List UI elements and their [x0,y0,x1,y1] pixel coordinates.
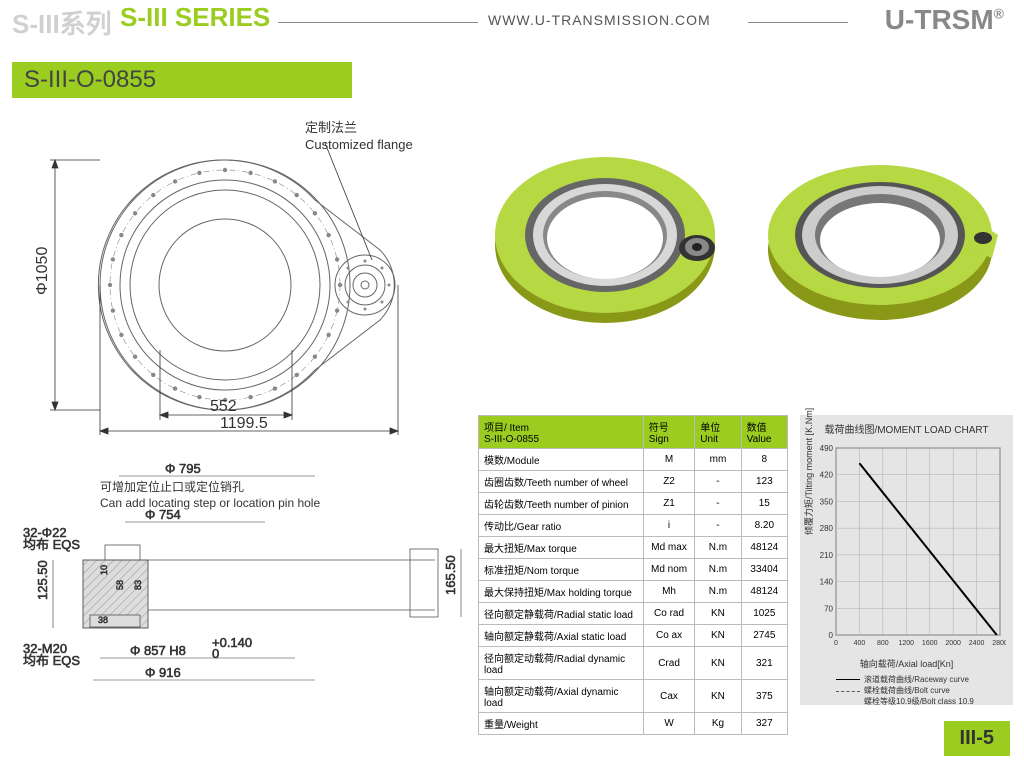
svg-text:420: 420 [820,471,834,480]
svg-text:均布 EQS: 均布 EQS [23,653,80,668]
table-row: 轴向额定静载荷/Axial static loadCo axKN2745 [479,625,788,647]
svg-text:280: 280 [820,524,834,533]
specifications-table: 项目/ Item S-III-O-0855 符号 Sign 单位 Unit 数值… [478,415,788,735]
rendering-top [485,130,735,340]
svg-text:165.50: 165.50 [443,555,458,595]
svg-text:2800: 2800 [992,640,1006,647]
table-row: 轴向额定动载荷/Axial dynamic loadCaxKN375 [479,680,788,713]
svg-text:1600: 1600 [922,640,938,647]
svg-text:0: 0 [829,631,834,640]
table-row: 标准扭矩/Nom torqueMd nomN.m33404 [479,559,788,581]
svg-text:350: 350 [820,497,834,506]
page-number-badge: III-5 [944,721,1010,756]
chart-title: 载荷曲线图/MOMENT LOAD CHART [806,421,1007,436]
svg-text:552: 552 [210,398,237,415]
table-row: 模数/ModuleMmm8 [479,449,788,471]
pin-hole-callout: 可增加定位止口或定位销孔 Can add locating step or lo… [100,480,320,511]
model-number: S-III-O-0855 [24,66,156,94]
rule-left [278,22,478,23]
table-row: 最大扭矩/Max torqueMd maxN.m48124 [479,537,788,559]
table-row: 径向额定动载荷/Radial dynamic loadCradKN321 [479,647,788,680]
table-row: 最大保持扭矩/Max holding torqueMhN.m48124 [479,581,788,603]
svg-text:均布 EQS: 均布 EQS [23,537,80,552]
svg-text:Φ 916: Φ 916 [145,665,181,680]
table-row: 齿轮齿数/Teeth number of pinionZ1-15 [479,493,788,515]
svg-text:400: 400 [854,640,866,647]
chart-legend: 滚道载荷曲线/Raceway curve 螺栓载荷曲线/Bolt curve 螺… [806,674,1007,708]
header: S-III系列 S-III SERIES WWW.U-TRANSMISSION.… [0,0,1024,45]
series-label-en: S-III SERIES [120,2,270,33]
svg-text:10: 10 [99,565,109,575]
svg-text:38: 38 [98,615,108,625]
svg-text:Φ1050: Φ1050 [34,247,51,295]
svg-text:2000: 2000 [945,640,961,647]
svg-text:125.50: 125.50 [35,560,50,600]
th-value: 数值 Value [741,416,787,449]
table-row: 重量/WeightWKg327 [479,713,788,735]
svg-text:2400: 2400 [969,640,985,647]
svg-text:0: 0 [834,640,838,647]
chart-x-axis-label: 轴向载荷/Axial load[Kn] [806,657,1007,670]
brand-logo: U-TRSM® [885,4,1004,36]
svg-text:1200: 1200 [898,640,914,647]
chart-y-axis-label: 倾覆力矩/Tilting moment [K.Nm] [802,408,815,535]
svg-text:58: 58 [115,580,125,590]
svg-text:800: 800 [877,640,889,647]
moment-load-chart: 载荷曲线图/MOMENT LOAD CHART 倾覆力矩/Tilting mom… [800,415,1013,705]
table-row: 齿圈齿数/Teeth number of wheelZ2-123 [479,471,788,493]
website-url: WWW.U-TRANSMISSION.COM [488,12,711,28]
svg-text:Φ 857 H8: Φ 857 H8 [130,643,186,658]
model-banner: S-III-O-0855 [12,62,352,98]
top-view-drawing: Φ1050 552 1199.5 [20,115,470,435]
rendering-angled [760,130,1010,340]
th-sign: 符号 Sign [643,416,695,449]
svg-text:Φ 795: Φ 795 [165,461,201,476]
svg-text:210: 210 [820,551,834,560]
svg-text:490: 490 [820,444,834,453]
svg-text:1199.5: 1199.5 [220,415,268,432]
svg-text:70: 70 [824,604,833,613]
rule-right [748,22,848,23]
th-unit: 单位 Unit [695,416,741,449]
svg-text:0: 0 [212,646,219,661]
svg-text:83: 83 [133,580,143,590]
flange-callout: 定制法兰 Customized flange [305,120,413,154]
table-row: 径向额定静载荷/Radial static loadCo radKN1025 [479,603,788,625]
chart-plot-area: 倾覆力矩/Tilting moment [K.Nm] 0701402102803… [806,440,1006,655]
svg-text:140: 140 [820,578,834,587]
table-row: 传动比/Gear ratioi-8.20 [479,515,788,537]
th-item: 项目/ Item S-III-O-0855 [479,416,644,449]
series-label-cn: S-III系列 [12,4,112,41]
